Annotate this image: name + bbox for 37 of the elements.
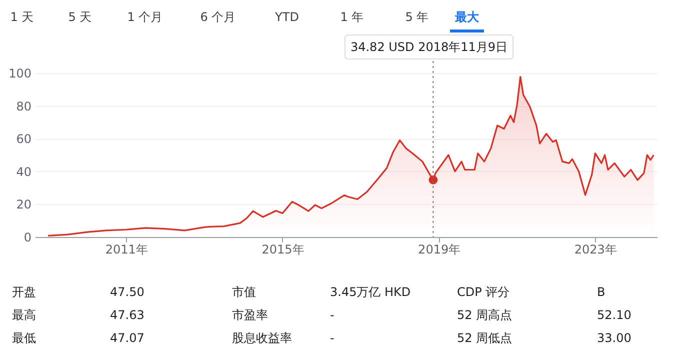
text: 1 天 — [10, 10, 34, 24]
x-tick-label: 2015年 — [262, 242, 304, 256]
text: 6 个月 — [200, 10, 236, 24]
text: 开盘 — [12, 285, 36, 299]
x-tick-label: 2019年 — [418, 242, 461, 256]
text: 52 周高点 — [457, 308, 512, 322]
text: - — [330, 308, 334, 322]
y-tick-label: 100 — [8, 66, 32, 80]
text: 33.00 — [597, 331, 632, 345]
text: 47.63 — [110, 308, 144, 322]
text: 最低 — [12, 331, 36, 345]
text: 最大 — [454, 10, 480, 24]
text: 1 个月 — [127, 10, 163, 24]
text: 3.45万亿 HKD — [330, 285, 411, 299]
text: CDP 评分 — [457, 285, 510, 299]
text: - — [330, 331, 334, 345]
text: 52.10 — [597, 308, 632, 322]
y-tick-label: 80 — [16, 99, 32, 114]
text: 34.82 USD 2018年11月9日 — [350, 40, 508, 54]
x-tick-label: 2023年 — [574, 242, 617, 256]
text: 1 年 — [340, 10, 364, 24]
text: 5 天 — [68, 10, 92, 24]
x-tick-label: 2011年 — [105, 242, 148, 256]
text: 股息收益率 — [232, 331, 292, 345]
text: 最高 — [12, 308, 36, 322]
y-tick-label: 0 — [24, 230, 32, 244]
y-tick-label: 40 — [16, 164, 32, 179]
y-tick-label: 20 — [16, 198, 32, 212]
text: 52 周低点 — [457, 331, 512, 345]
text: 市盈率 — [232, 308, 268, 322]
text: YTD — [274, 10, 299, 24]
text: 市值 — [232, 285, 256, 299]
text: 5 年 — [405, 10, 429, 24]
text: B — [597, 285, 606, 299]
y-tick-label: 60 — [16, 132, 32, 146]
text: 47.07 — [110, 331, 144, 345]
text: 47.50 — [110, 285, 144, 299]
